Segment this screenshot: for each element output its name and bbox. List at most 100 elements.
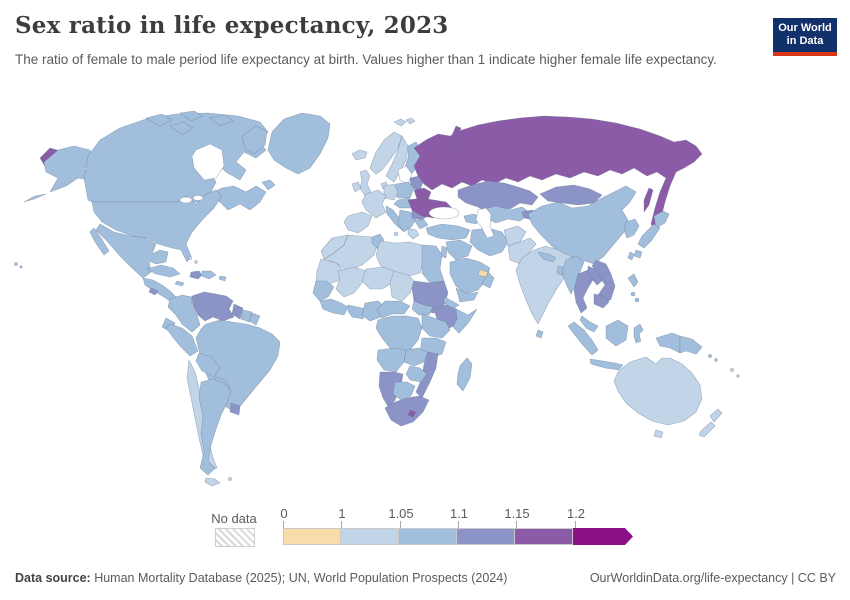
country-senegal-guinea[interactable] (312, 280, 335, 302)
country-venezuela[interactable] (191, 291, 235, 322)
country-svalbard-1[interactable] (393, 118, 407, 127)
country-south-africa[interactable] (384, 395, 430, 427)
country-java[interactable] (589, 358, 624, 371)
legend-bin-1-1.05[interactable] (341, 528, 399, 545)
country-el-salvador[interactable] (148, 287, 159, 296)
country-israel-jordan[interactable] (440, 245, 448, 259)
country-namibia[interactable] (378, 371, 404, 409)
country-fiji[interactable] (730, 368, 734, 372)
country-cambodia[interactable] (593, 293, 610, 309)
country-philippines-2[interactable] (630, 291, 636, 297)
country-argentina[interactable] (198, 378, 232, 476)
legend-bin-1.2-plus[interactable] (573, 528, 633, 545)
country-vanuatu[interactable] (736, 374, 740, 378)
country-sri-lanka[interactable] (535, 329, 544, 339)
country-india[interactable] (515, 245, 579, 325)
country-mongolia[interactable] (539, 184, 603, 206)
country-mauritania[interactable] (315, 258, 345, 286)
legend-bin-0-1[interactable] (283, 528, 341, 545)
country-tasmania[interactable] (653, 429, 664, 439)
country-hawaii-1[interactable] (14, 262, 18, 266)
country-zimbabwe[interactable] (405, 365, 428, 383)
country-saudi-arabia[interactable] (449, 257, 491, 295)
country-australia[interactable] (613, 356, 703, 426)
country-colombia[interactable] (167, 294, 201, 333)
country-uk[interactable] (359, 169, 372, 197)
country-puerto-rico[interactable] (218, 275, 227, 282)
country-uruguay[interactable] (229, 402, 241, 416)
country-bulgaria[interactable] (413, 219, 429, 230)
country-chad[interactable] (389, 270, 415, 302)
country-solomon-2[interactable] (714, 358, 718, 362)
country-balkans[interactable] (397, 209, 417, 233)
country-bahamas-2[interactable] (194, 260, 198, 264)
country-madagascar[interactable] (456, 357, 473, 392)
country-ghana-togo-benin[interactable] (347, 304, 366, 320)
country-new-zealand-north[interactable] (709, 408, 723, 423)
country-drc[interactable] (375, 315, 423, 355)
legend-bin-1.15-1.2[interactable] (515, 528, 573, 545)
country-belarus[interactable] (413, 187, 432, 201)
country-peru[interactable] (165, 323, 199, 357)
country-hawaii-2[interactable] (19, 265, 23, 269)
country-svalbard-2[interactable] (405, 117, 416, 125)
country-kazakhstan[interactable] (457, 180, 539, 214)
country-borneo[interactable] (605, 319, 629, 347)
country-turkey[interactable] (425, 223, 471, 241)
country-greece[interactable] (407, 227, 420, 240)
country-haiti[interactable] (189, 270, 203, 280)
country-french-guiana[interactable] (248, 312, 261, 326)
country-suriname[interactable] (240, 309, 253, 323)
world-choropleth-map[interactable] (10, 110, 840, 500)
country-philippines-luzon[interactable] (627, 273, 639, 288)
country-sakhalin[interactable] (643, 187, 654, 213)
country-eritrea-djibouti[interactable] (443, 296, 460, 310)
country-falklands[interactable] (228, 477, 232, 481)
country-bolivia[interactable] (195, 352, 221, 378)
country-pakistan[interactable] (507, 237, 537, 265)
country-yemen[interactable] (455, 287, 479, 303)
country-cuba[interactable] (146, 264, 181, 278)
country-uae-qatar[interactable] (477, 269, 489, 278)
country-iberia[interactable] (343, 211, 373, 234)
country-zambia[interactable] (403, 347, 429, 367)
country-niger[interactable] (361, 266, 395, 290)
country-malaysia[interactable] (579, 315, 599, 333)
country-iran[interactable] (469, 227, 509, 257)
country-bahamas-1[interactable] (188, 256, 192, 260)
country-libya[interactable] (375, 240, 425, 278)
country-canada-arctic-victoria[interactable] (169, 121, 194, 136)
country-nigeria[interactable] (361, 300, 386, 322)
country-new-zealand-south[interactable] (698, 421, 716, 438)
country-novaya-zemlya[interactable] (449, 125, 462, 155)
country-dominican-republic[interactable] (201, 270, 217, 280)
country-canada-arctic-1[interactable] (145, 113, 173, 127)
country-new-guinea-west[interactable] (655, 332, 681, 354)
country-japan-kyushu[interactable] (633, 249, 643, 259)
country-iceland[interactable] (351, 149, 368, 161)
country-south-sudan[interactable] (411, 300, 434, 316)
country-lesotho[interactable] (407, 409, 417, 418)
legend-bin-1.05-1.1[interactable] (399, 528, 457, 545)
legend-bin-1.1-1.15[interactable] (457, 528, 515, 545)
country-new-guinea-png[interactable] (679, 335, 703, 355)
country-korea[interactable] (623, 218, 640, 239)
country-west-africa-coast[interactable] (319, 298, 349, 316)
owid-logo[interactable]: Our World in Data (773, 18, 837, 56)
country-canada[interactable] (83, 112, 269, 211)
country-sulawesi[interactable] (633, 323, 644, 344)
country-cameroon-car[interactable] (376, 300, 411, 319)
country-tierra-del-fuego[interactable] (204, 477, 221, 487)
country-france[interactable] (361, 189, 387, 219)
country-botswana[interactable] (392, 381, 416, 401)
country-syria-iraq[interactable] (445, 239, 473, 261)
country-mexico[interactable] (95, 223, 169, 279)
country-baja[interactable] (89, 227, 110, 256)
country-somalia[interactable] (452, 308, 478, 334)
country-sicily[interactable] (393, 231, 399, 237)
legend-no-data-swatch[interactable] (215, 528, 255, 547)
country-philippines-3[interactable] (634, 297, 640, 303)
country-solomon-1[interactable] (708, 354, 712, 358)
country-mali[interactable] (335, 266, 367, 298)
country-oman[interactable] (481, 271, 495, 289)
